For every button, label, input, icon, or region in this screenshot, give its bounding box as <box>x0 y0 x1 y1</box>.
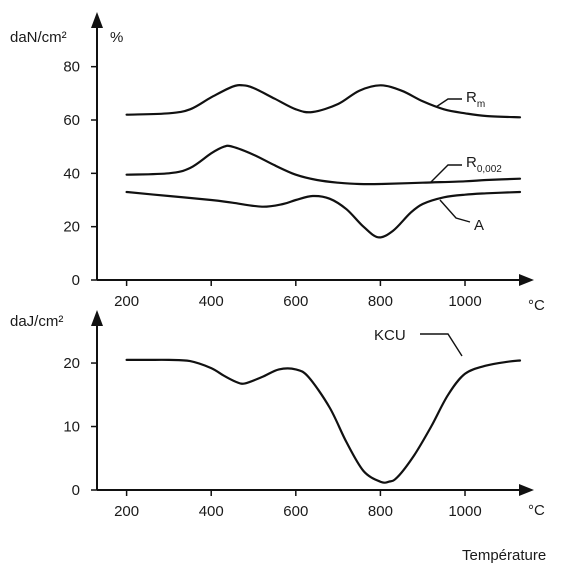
bottom-x-axis-title: Température <box>462 547 546 564</box>
rm-label-main: R <box>466 89 477 106</box>
top-y-tick-label: 80 <box>63 59 80 76</box>
top-y-tick-label: 20 <box>63 219 80 236</box>
top-y-tick-label: 60 <box>63 112 80 129</box>
top-y-unit-right: % <box>110 29 123 46</box>
kcu-leader-line <box>420 333 463 357</box>
top-x-unit: °C <box>528 297 545 314</box>
r0002-label-sub: 0,002 <box>477 164 502 175</box>
rm-leader-line <box>435 98 462 108</box>
bottom-y-unit: daJ/cm² <box>10 313 63 330</box>
top-x-tick-label: 400 <box>199 293 224 310</box>
series-line-a <box>125 190 522 239</box>
top-x-tick-label: 1000 <box>448 293 481 310</box>
r0002-label: R0,002 <box>466 154 502 175</box>
top-x-tick-label: 200 <box>114 293 139 310</box>
a-label: A <box>474 217 484 234</box>
bottom-y-tick-label: 20 <box>63 355 80 372</box>
top-y-ticks: 0 20 40 60 80 <box>63 59 97 289</box>
kcu-label: KCU <box>374 327 406 344</box>
bottom-y-ticks: 0 10 20 <box>63 355 97 499</box>
bottom-y-tick-label: 0 <box>72 482 80 499</box>
bottom-x-tick-label: 1000 <box>448 503 481 520</box>
bottom-x-unit: °C <box>528 502 545 519</box>
top-x-tick-label: 600 <box>283 293 308 310</box>
bottom-series-group <box>125 358 522 484</box>
top-x-tick-label: 800 <box>368 293 393 310</box>
rm-label-sub: m <box>477 99 485 110</box>
bottom-x-tick-label: 800 <box>368 503 393 520</box>
top-series-group <box>125 84 522 239</box>
bottom-x-axis-arrow <box>519 484 534 496</box>
bottom-y-axis-arrow <box>91 310 103 326</box>
bottom-y-tick-label: 10 <box>63 419 80 436</box>
r0002-leader-line <box>429 164 462 184</box>
top-y-tick-label: 0 <box>72 272 80 289</box>
top-y-unit-left: daN/cm² <box>10 29 67 46</box>
a-leader-line <box>439 199 471 223</box>
top-y-tick-label: 40 <box>63 165 80 182</box>
bottom-chart: daJ/cm² °C Température 0 10 20 200 400 600 80… <box>10 310 546 564</box>
top-x-ticks: 200 400 600 800 1000 <box>114 280 482 310</box>
series-line-r0002 <box>125 144 522 186</box>
rm-label: Rm <box>466 89 485 110</box>
r0002-label-main: R <box>466 154 477 171</box>
top-x-axis-arrow <box>519 274 534 286</box>
series-line-kcu <box>125 358 522 484</box>
bottom-x-tick-label: 200 <box>114 503 139 520</box>
top-y-axis-arrow <box>91 12 103 28</box>
bottom-x-ticks: 200 400 600 800 1000 <box>114 490 482 520</box>
bottom-x-tick-label: 600 <box>283 503 308 520</box>
series-line-rm <box>125 84 522 119</box>
bottom-x-tick-label: 400 <box>199 503 224 520</box>
